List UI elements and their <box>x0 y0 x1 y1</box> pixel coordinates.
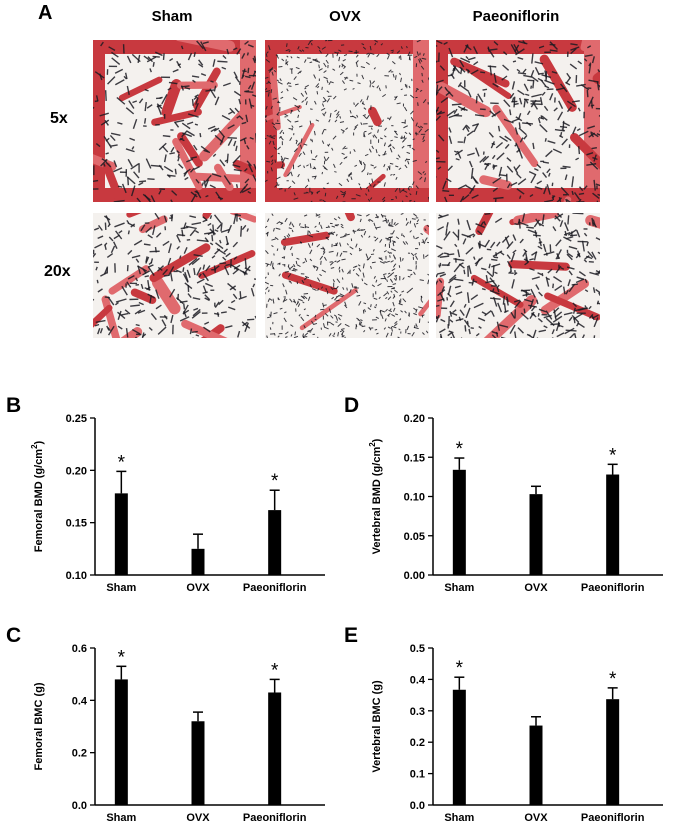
y-tick-label-e-2: 0.2 <box>410 737 425 749</box>
significance-marker-c-2: * <box>271 660 279 681</box>
x-tick-label-c-0: Sham <box>106 812 136 824</box>
y-tick-label-b-0: 0.10 <box>66 570 87 582</box>
panel-letter-b: B <box>6 394 21 417</box>
x-tick-label-e-1: OVX <box>524 812 548 824</box>
panel-letter-d: D <box>344 394 359 417</box>
bar-b-2 <box>268 510 282 575</box>
micrograph-paeoniflorin-5x <box>436 40 600 202</box>
bar-e-0 <box>452 689 466 805</box>
x-tick-label-e-2: Paeoniflorin <box>581 812 645 824</box>
y-tick-label-d-0: 0.00 <box>404 570 425 582</box>
bar-e-1 <box>529 725 543 805</box>
bar-b-1 <box>191 548 205 575</box>
micrograph-ovx-5x <box>265 40 429 202</box>
column-header-paeoniflorin: Paeoniflorin <box>472 8 560 25</box>
y-tick-label-d-4: 0.20 <box>404 413 425 425</box>
bar-c-0 <box>114 679 128 805</box>
y-tick-label-c-0: 0.0 <box>72 800 87 812</box>
significance-marker-e-2: * <box>609 669 617 690</box>
y-axis-label-e: Vertebral BMC (g) <box>371 680 383 773</box>
bar-d-2 <box>606 474 620 575</box>
significance-marker-b-2: * <box>271 471 279 492</box>
y-tick-label-e-1: 0.1 <box>410 769 425 781</box>
chart-panel-e: E 0.0 0.1 0.2 0.3 0.4 0.5 Vertebral BMC (g) * Sha… <box>338 620 675 830</box>
x-tick-label-e-0: Sham <box>444 812 474 824</box>
chart-svg-e: E 0.0 0.1 0.2 0.3 0.4 0.5 Vertebral BMC (g) * Sha… <box>344 624 663 824</box>
y-tick-label-e-5: 0.5 <box>410 643 425 655</box>
x-tick-label-b-1: OVX <box>186 582 210 594</box>
micrograph-sham-20x <box>93 213 256 338</box>
row-header-5x: 5x <box>50 110 68 127</box>
chart-panel-b: B 0.10 0.15 0.20 0.25 Femoral BMD (g/cm2) * Sha… <box>0 390 337 600</box>
y-tick-label-c-2: 0.4 <box>72 695 88 707</box>
y-tick-label-d-3: 0.15 <box>404 452 425 464</box>
x-tick-label-d-0: Sham <box>444 582 474 594</box>
y-tick-label-e-4: 0.4 <box>410 674 426 686</box>
micrograph-ovx-20x <box>265 213 429 338</box>
y-tick-label-b-1: 0.15 <box>66 518 87 530</box>
y-tick-label-c-1: 0.2 <box>72 748 87 760</box>
bar-c-2 <box>268 692 282 805</box>
bar-b-0 <box>114 493 128 575</box>
y-tick-label-e-3: 0.3 <box>410 706 425 718</box>
y-axis-label-c: Femoral BMC (g) <box>33 682 45 770</box>
significance-marker-d-2: * <box>609 445 617 466</box>
column-header-ovx: OVX <box>329 8 361 25</box>
chart-svg-b: B 0.10 0.15 0.20 0.25 Femoral BMD (g/cm2) * Sha… <box>6 394 325 594</box>
x-tick-label-b-2: Paeoniflorin <box>243 582 307 594</box>
y-tick-label-e-0: 0.0 <box>410 800 425 812</box>
chart-svg-c: C 0.0 0.2 0.4 0.6 Femoral BMC (g) * Sham OVX * Pae… <box>6 624 325 824</box>
y-tick-label-b-3: 0.25 <box>66 413 87 425</box>
bar-c-1 <box>191 721 205 805</box>
chart-svg-d: D 0.00 0.05 0.10 0.15 0.20 Vertebral BMD (g/cm… <box>344 394 663 594</box>
y-tick-label-b-2: 0.20 <box>66 465 87 477</box>
panel-letter-c: C <box>6 624 21 647</box>
micrograph-sham-5x <box>93 40 256 202</box>
micrograph-paeoniflorin-20x <box>436 213 600 338</box>
y-tick-label-d-1: 0.05 <box>404 531 425 543</box>
x-tick-label-c-1: OVX <box>186 812 210 824</box>
y-tick-label-d-2: 0.10 <box>404 492 425 504</box>
y-axis-label-b: Femoral BMD (g/cm2) <box>30 440 45 552</box>
x-tick-label-c-2: Paeoniflorin <box>243 812 307 824</box>
x-tick-label-d-2: Paeoniflorin <box>581 582 645 594</box>
x-tick-label-d-1: OVX <box>524 582 548 594</box>
row-header-20x: 20x <box>44 263 71 280</box>
y-tick-label-c-3: 0.6 <box>72 643 87 655</box>
bar-d-0 <box>452 469 466 575</box>
significance-marker-d-0: * <box>456 439 464 460</box>
chart-panel-c: C 0.0 0.2 0.4 0.6 Femoral BMC (g) * Sham OVX * Pae… <box>0 620 337 830</box>
y-axis-label-d: Vertebral BMD (g/cm2) <box>368 438 383 554</box>
significance-marker-b-0: * <box>118 452 126 473</box>
bar-e-2 <box>606 699 620 805</box>
bar-d-1 <box>529 494 543 575</box>
column-header-sham: Sham <box>151 8 193 25</box>
significance-marker-e-0: * <box>456 658 464 679</box>
panel-letter-a: A <box>38 2 53 24</box>
panel-letter-e: E <box>344 624 358 647</box>
chart-panel-d: D 0.00 0.05 0.10 0.15 0.20 Vertebral BMD (g/cm… <box>338 390 675 600</box>
significance-marker-c-0: * <box>118 647 126 668</box>
x-tick-label-b-0: Sham <box>106 582 136 594</box>
